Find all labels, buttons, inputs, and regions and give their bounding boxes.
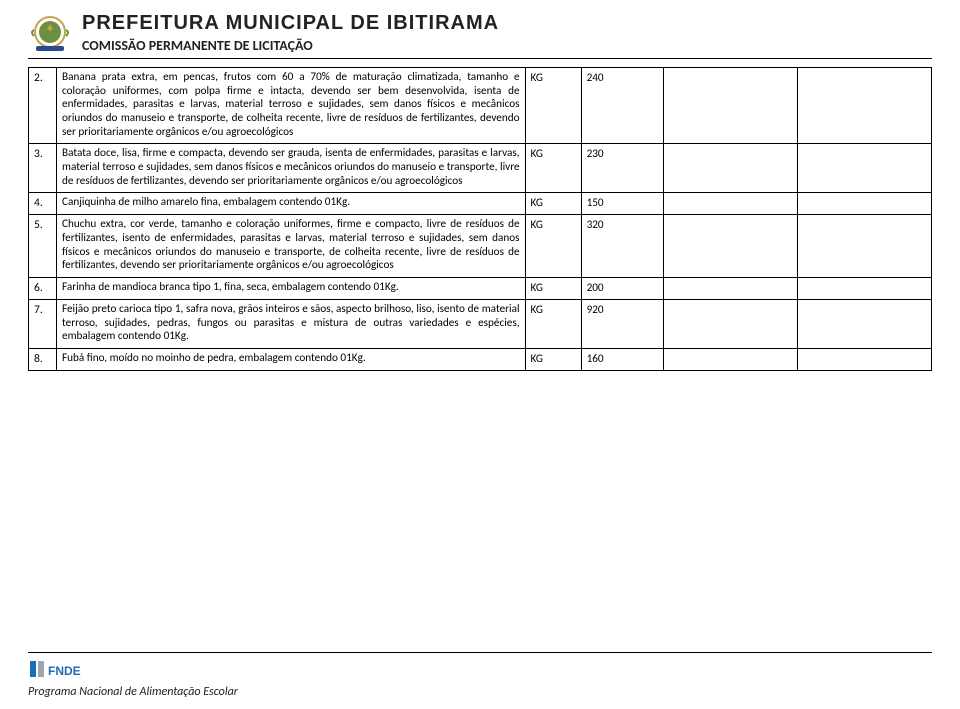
items-table: 2.Banana prata extra, em pencas, frutos … [28, 67, 932, 371]
row-number: 7. [29, 299, 57, 348]
row-empty-col-1 [663, 348, 797, 370]
header: PREFEITURA MUNICIPAL DE IBITIRAMA COMISS… [28, 12, 932, 56]
row-qty: 160 [581, 348, 663, 370]
row-empty-col-1 [663, 193, 797, 215]
row-description: Fubá fino, moído no moinho de pedra, emb… [57, 348, 526, 370]
row-empty-col-2 [797, 68, 931, 144]
header-text-block: PREFEITURA MUNICIPAL DE IBITIRAMA COMISS… [82, 12, 499, 54]
row-unit: KG [525, 68, 581, 144]
table-row: 2.Banana prata extra, em pencas, frutos … [29, 68, 932, 144]
commission-subtitle: COMISSÃO PERMANENTE DE LICITAÇÃO [82, 37, 499, 54]
row-empty-col-2 [797, 299, 931, 348]
row-empty-col-1 [663, 144, 797, 193]
row-qty: 200 [581, 277, 663, 299]
row-description: Batata doce, lisa, firme e compacta, dev… [57, 144, 526, 193]
row-number: 5. [29, 215, 57, 278]
row-unit: KG [525, 348, 581, 370]
row-unit: KG [525, 144, 581, 193]
row-number: 8. [29, 348, 57, 370]
row-description: Feijão preto carioca tipo 1, safra nova,… [57, 299, 526, 348]
table-row: 7.Feijão preto carioca tipo 1, safra nov… [29, 299, 932, 348]
footer-divider [28, 652, 932, 653]
row-description: Farinha de mandioca branca tipo 1, fina,… [57, 277, 526, 299]
row-number: 6. [29, 277, 57, 299]
row-empty-col-2 [797, 277, 931, 299]
svg-text:FNDE: FNDE [48, 664, 81, 678]
row-empty-col-2 [797, 193, 931, 215]
row-empty-col-1 [663, 68, 797, 144]
row-empty-col-2 [797, 215, 931, 278]
row-unit: KG [525, 299, 581, 348]
table-row: 6.Farinha de mandioca branca tipo 1, fin… [29, 277, 932, 299]
row-qty: 230 [581, 144, 663, 193]
row-number: 3. [29, 144, 57, 193]
org-title: PREFEITURA MUNICIPAL DE IBITIRAMA [82, 12, 499, 35]
row-number: 2. [29, 68, 57, 144]
row-description: Chuchu extra, cor verde, tamanho e color… [57, 215, 526, 278]
footer-row: FNDE [28, 657, 932, 685]
footer-program-text: Programa Nacional de Alimentação Escolar [28, 685, 932, 699]
document-page: PREFEITURA MUNICIPAL DE IBITIRAMA COMISS… [0, 0, 960, 709]
row-unit: KG [525, 215, 581, 278]
table-row: 4.Canjiquinha de milho amarelo fina, emb… [29, 193, 932, 215]
fnde-logo-icon: FNDE [28, 657, 82, 685]
row-empty-col-2 [797, 144, 931, 193]
row-qty: 150 [581, 193, 663, 215]
row-empty-col-1 [663, 215, 797, 278]
row-qty: 320 [581, 215, 663, 278]
row-unit: KG [525, 193, 581, 215]
row-unit: KG [525, 277, 581, 299]
footer: FNDE Programa Nacional de Alimentação Es… [28, 652, 932, 699]
row-description: Canjiquinha de milho amarelo fina, embal… [57, 193, 526, 215]
row-empty-col-2 [797, 348, 931, 370]
header-divider [28, 58, 932, 59]
row-empty-col-1 [663, 277, 797, 299]
table-row: 8.Fubá fino, moído no moinho de pedra, e… [29, 348, 932, 370]
table-row: 3.Batata doce, lisa, firme e compacta, d… [29, 144, 932, 193]
row-empty-col-1 [663, 299, 797, 348]
row-description: Banana prata extra, em pencas, frutos co… [57, 68, 526, 144]
row-qty: 920 [581, 299, 663, 348]
row-qty: 240 [581, 68, 663, 144]
row-number: 4. [29, 193, 57, 215]
municipal-seal-icon [28, 12, 72, 56]
table-row: 5.Chuchu extra, cor verde, tamanho e col… [29, 215, 932, 278]
